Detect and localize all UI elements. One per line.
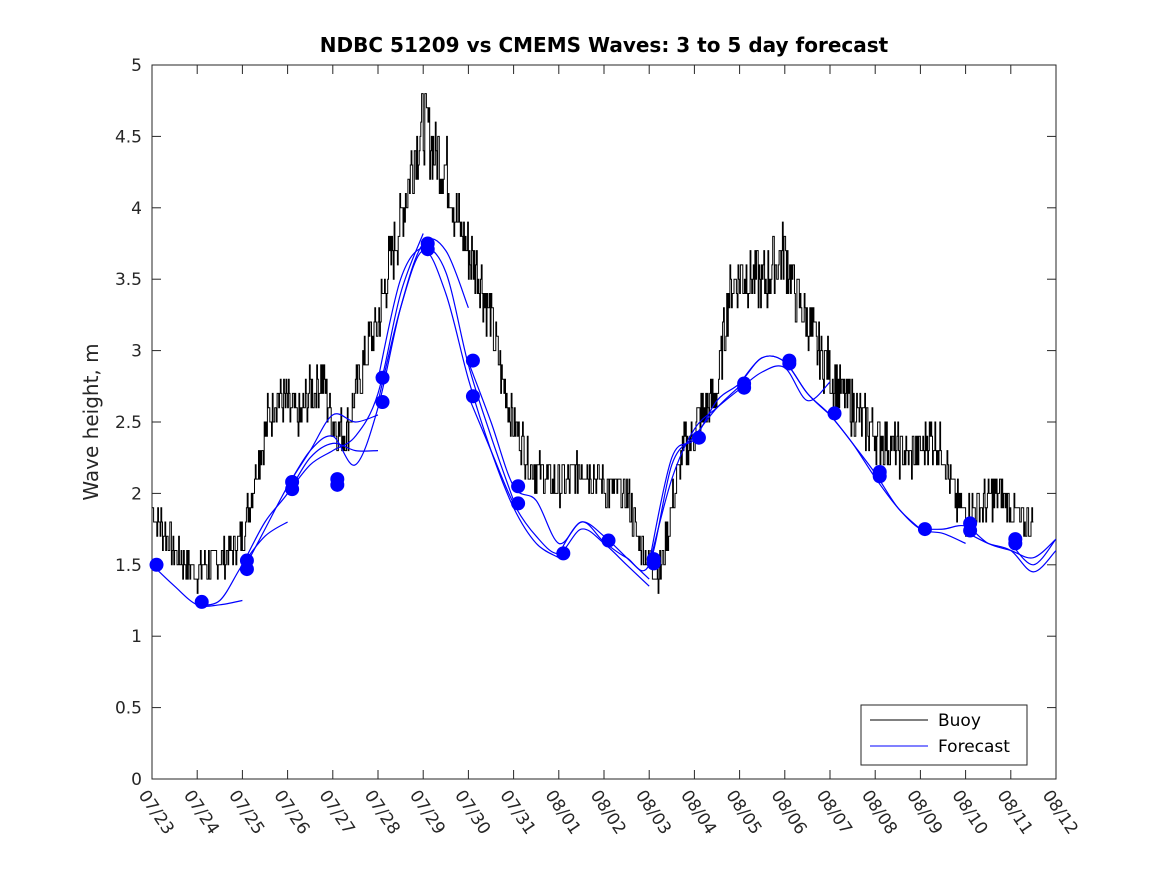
forecast-marker [511,479,526,494]
forecast-run-line [241,442,379,566]
x-tick-label: 08/04 [676,787,720,839]
plot-area [151,64,1057,780]
forecast-marker [556,546,571,561]
x-tick-label: 08/12 [1038,787,1082,839]
forecast-marker [782,356,797,371]
forecast-marker [239,562,254,577]
forecast-marker [1008,536,1023,551]
y-tick-label: 1.5 [115,556,142,576]
y-tick-label: 2.5 [115,413,142,433]
forecast-marker [827,406,842,421]
forecast-run-line [829,414,966,544]
x-tick-label: 07/25 [224,787,268,839]
y-axis: 0 0.5 1 1.5 2 2.5 3 3.5 4 4.5 5 [115,56,1056,790]
x-tick-label: 08/02 [586,787,630,839]
forecast-run-line [287,233,424,494]
x-tick-label: 07/27 [315,787,359,839]
forecast-marker [872,469,887,484]
forecast-marker [601,533,616,548]
legend: Buoy Forecast [860,704,1028,766]
forecast-run-line [467,361,650,580]
forecast-marker [917,522,932,537]
legend-label-buoy: Buoy [938,711,981,731]
y-tick-label: 1 [131,627,142,647]
forecast-marker [737,380,752,395]
y-tick-label: 2 [131,484,142,504]
x-tick-label: 07/28 [360,787,404,839]
forecast-marker [149,557,164,572]
forecast-marker [375,395,390,410]
forecast-marker [194,594,209,609]
y-tick-label: 5 [131,56,142,76]
forecast-marker [511,496,526,511]
forecast-marker [465,353,480,368]
x-tick-label: 08/09 [902,787,946,839]
legend-label-forecast: Forecast [938,737,1010,757]
forecast-marker [330,477,345,492]
x-tick-label: 08/07 [812,787,856,839]
forecast-run-line [377,247,515,501]
forecast-marker [285,482,300,497]
buoy-line [152,93,1034,594]
forecast-marker [646,556,661,571]
chart-title: NDBC 51209 vs CMEMS Waves: 3 to 5 day fo… [320,33,889,57]
x-tick-label: 07/29 [405,787,449,839]
forecast-marker [963,523,978,538]
x-tick-label: 07/23 [134,787,178,839]
buoy-series [152,93,1034,594]
y-tick-label: 0.5 [115,699,142,719]
y-tick-label: 3.5 [115,270,142,290]
x-tick-label: 08/01 [541,787,585,839]
x-tick-label: 07/24 [179,787,223,839]
y-tick-label: 4.5 [115,127,142,147]
legend-box [860,704,1028,766]
forecast-run-line [377,249,560,559]
forecast-marker [420,242,435,257]
y-axis-label: Wave height, m [79,343,103,500]
forecast-marker [465,389,480,404]
x-tick-label: 08/03 [631,787,675,839]
x-tick-label: 07/31 [495,787,539,839]
x-tick-label: 08/05 [721,787,765,839]
x-tick-label: 08/08 [857,787,901,839]
forecast-markers [149,236,1023,609]
forecast-marker [691,430,706,445]
x-tick-label: 07/26 [269,787,313,839]
x-tick-label: 07/30 [450,787,494,839]
y-tick-label: 0 [131,770,142,790]
y-tick-label: 3 [131,342,142,362]
x-tick-label: 08/11 [993,787,1037,839]
x-tick-label: 08/10 [947,787,991,839]
forecast-run-line [965,531,1056,573]
y-tick-label: 4 [131,199,142,219]
forecast-marker [375,370,390,385]
x-tick-label: 08/06 [767,787,811,839]
